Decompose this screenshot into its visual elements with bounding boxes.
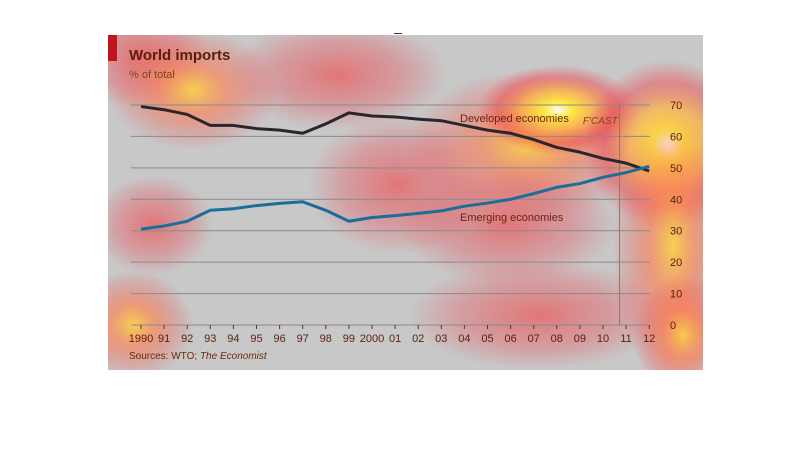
x-tick-label: 08 xyxy=(551,333,563,345)
x-tick-label: 97 xyxy=(297,333,309,345)
y-tick-label: 50 xyxy=(670,163,682,175)
source-italic: The Economist xyxy=(199,351,267,362)
series-line-emerging xyxy=(140,164,650,231)
x-tick-label: 03 xyxy=(435,333,447,345)
attention-heatmap-overlay xyxy=(108,35,703,370)
x-tick-label: 98 xyxy=(320,333,332,345)
x-tick-label: 95 xyxy=(250,333,262,345)
x-tick-label: 10 xyxy=(597,333,609,345)
series-label-emerging: Emerging economies xyxy=(460,212,564,224)
y-tick-label: 10 xyxy=(670,289,682,301)
x-tick-label: 91 xyxy=(158,333,170,345)
x-tick-label: 11 xyxy=(620,333,631,345)
y-tick-label: 30 xyxy=(670,226,682,238)
y-tick-label: 0 xyxy=(670,320,676,332)
x-tick-label: 01 xyxy=(389,333,401,345)
x-tick-label: 1990 xyxy=(129,333,153,345)
x-tick-label: 93 xyxy=(204,333,216,345)
x-tick-label: 02 xyxy=(412,333,424,345)
x-tick-label: 99 xyxy=(343,333,355,345)
forecast-label: F'CAST xyxy=(583,116,619,127)
x-tick-label: 07 xyxy=(528,333,540,345)
y-tick-label: 70 xyxy=(670,100,682,112)
x-tick-label: 12 xyxy=(643,333,655,345)
chart-panel: World imports % of total 0 10 20 30 40 50 60 70… xyxy=(108,35,703,370)
y-tick-label: 20 xyxy=(670,257,682,269)
source-prefix: Sources: WTO; xyxy=(129,351,200,362)
series-line-developed xyxy=(140,105,650,173)
x-tick-label: 94 xyxy=(227,333,239,345)
x-tick-label: 92 xyxy=(181,333,193,345)
chart-title: World imports xyxy=(129,47,231,64)
x-tick-label: 09 xyxy=(574,333,586,345)
chart-subtitle: % of total xyxy=(129,69,175,81)
source-note: Sources: WTO; The Economist xyxy=(129,351,267,362)
y-tick-label: 60 xyxy=(670,131,682,143)
y-tick-label: 40 xyxy=(670,194,682,206)
x-tick-label: 06 xyxy=(504,333,516,345)
x-tick-label: 96 xyxy=(273,333,285,345)
x-tick-label: 04 xyxy=(458,333,470,345)
top-tick-mark xyxy=(394,33,402,34)
series-label-developed: Developed economies xyxy=(460,113,569,125)
x-tick-label: 2000 xyxy=(360,333,384,345)
brand-red-tab xyxy=(108,35,117,61)
x-tick-label: 05 xyxy=(481,333,493,345)
